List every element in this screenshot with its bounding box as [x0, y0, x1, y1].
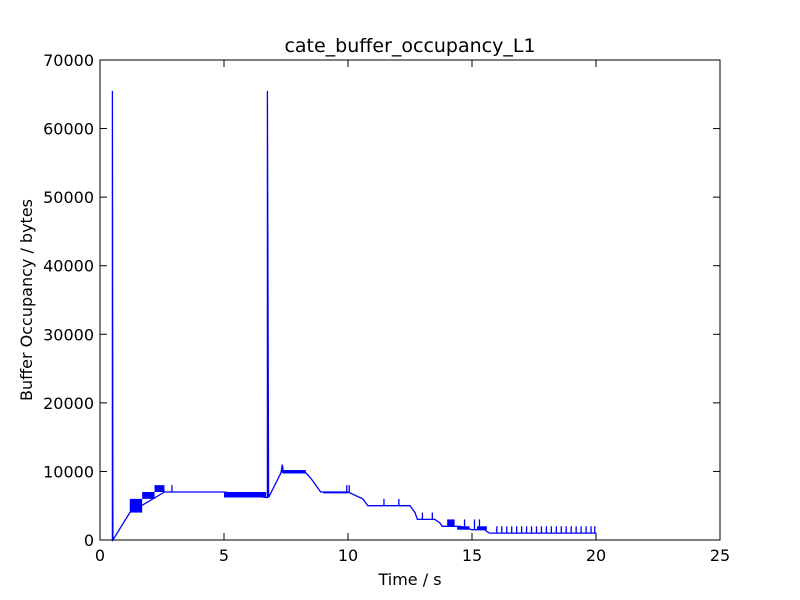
chart-title: cate_buffer_occupancy_L1: [284, 35, 535, 57]
y-tick-label: 10000: [43, 462, 94, 481]
y-tick-label: 0: [84, 531, 94, 550]
x-tick-label: 15: [462, 546, 482, 565]
oscillation-band-5: [323, 492, 348, 494]
series-line-0: [111, 90, 596, 543]
oscillation-band-3: [224, 492, 267, 498]
axes: 0 5 10 15 20 25 0 10000 20000 30000 40000 50000 6000…: [43, 51, 730, 565]
oscillation-band-6: [447, 519, 455, 527]
oscillation-band-8: [476, 526, 487, 530]
y-axis-label: Buffer Occupancy / bytes: [17, 199, 36, 401]
oscillation-band-2: [154, 485, 165, 492]
oscillation-band-7: [457, 526, 470, 530]
y-tick-label: 60000: [43, 120, 94, 139]
plot-area: [111, 90, 596, 543]
y-tick-label: 20000: [43, 394, 94, 413]
y-tick-label: 70000: [43, 51, 94, 70]
x-tick-label: 0: [95, 546, 105, 565]
oscillation-band-0: [129, 498, 143, 513]
y-tick-label: 50000: [43, 188, 94, 207]
plot-frame: [99, 59, 721, 541]
y-tick-label: 30000: [43, 325, 94, 344]
x-tick-label: 25: [710, 546, 730, 565]
y-tick-label: 40000: [43, 257, 94, 276]
oscillation-band-4: [281, 470, 306, 473]
oscillation-band-1: [142, 492, 155, 499]
x-axis-label: Time / s: [377, 570, 441, 589]
x-tick-label: 5: [219, 546, 229, 565]
x-tick-label: 10: [338, 546, 358, 565]
x-tick-label: 20: [586, 546, 606, 565]
